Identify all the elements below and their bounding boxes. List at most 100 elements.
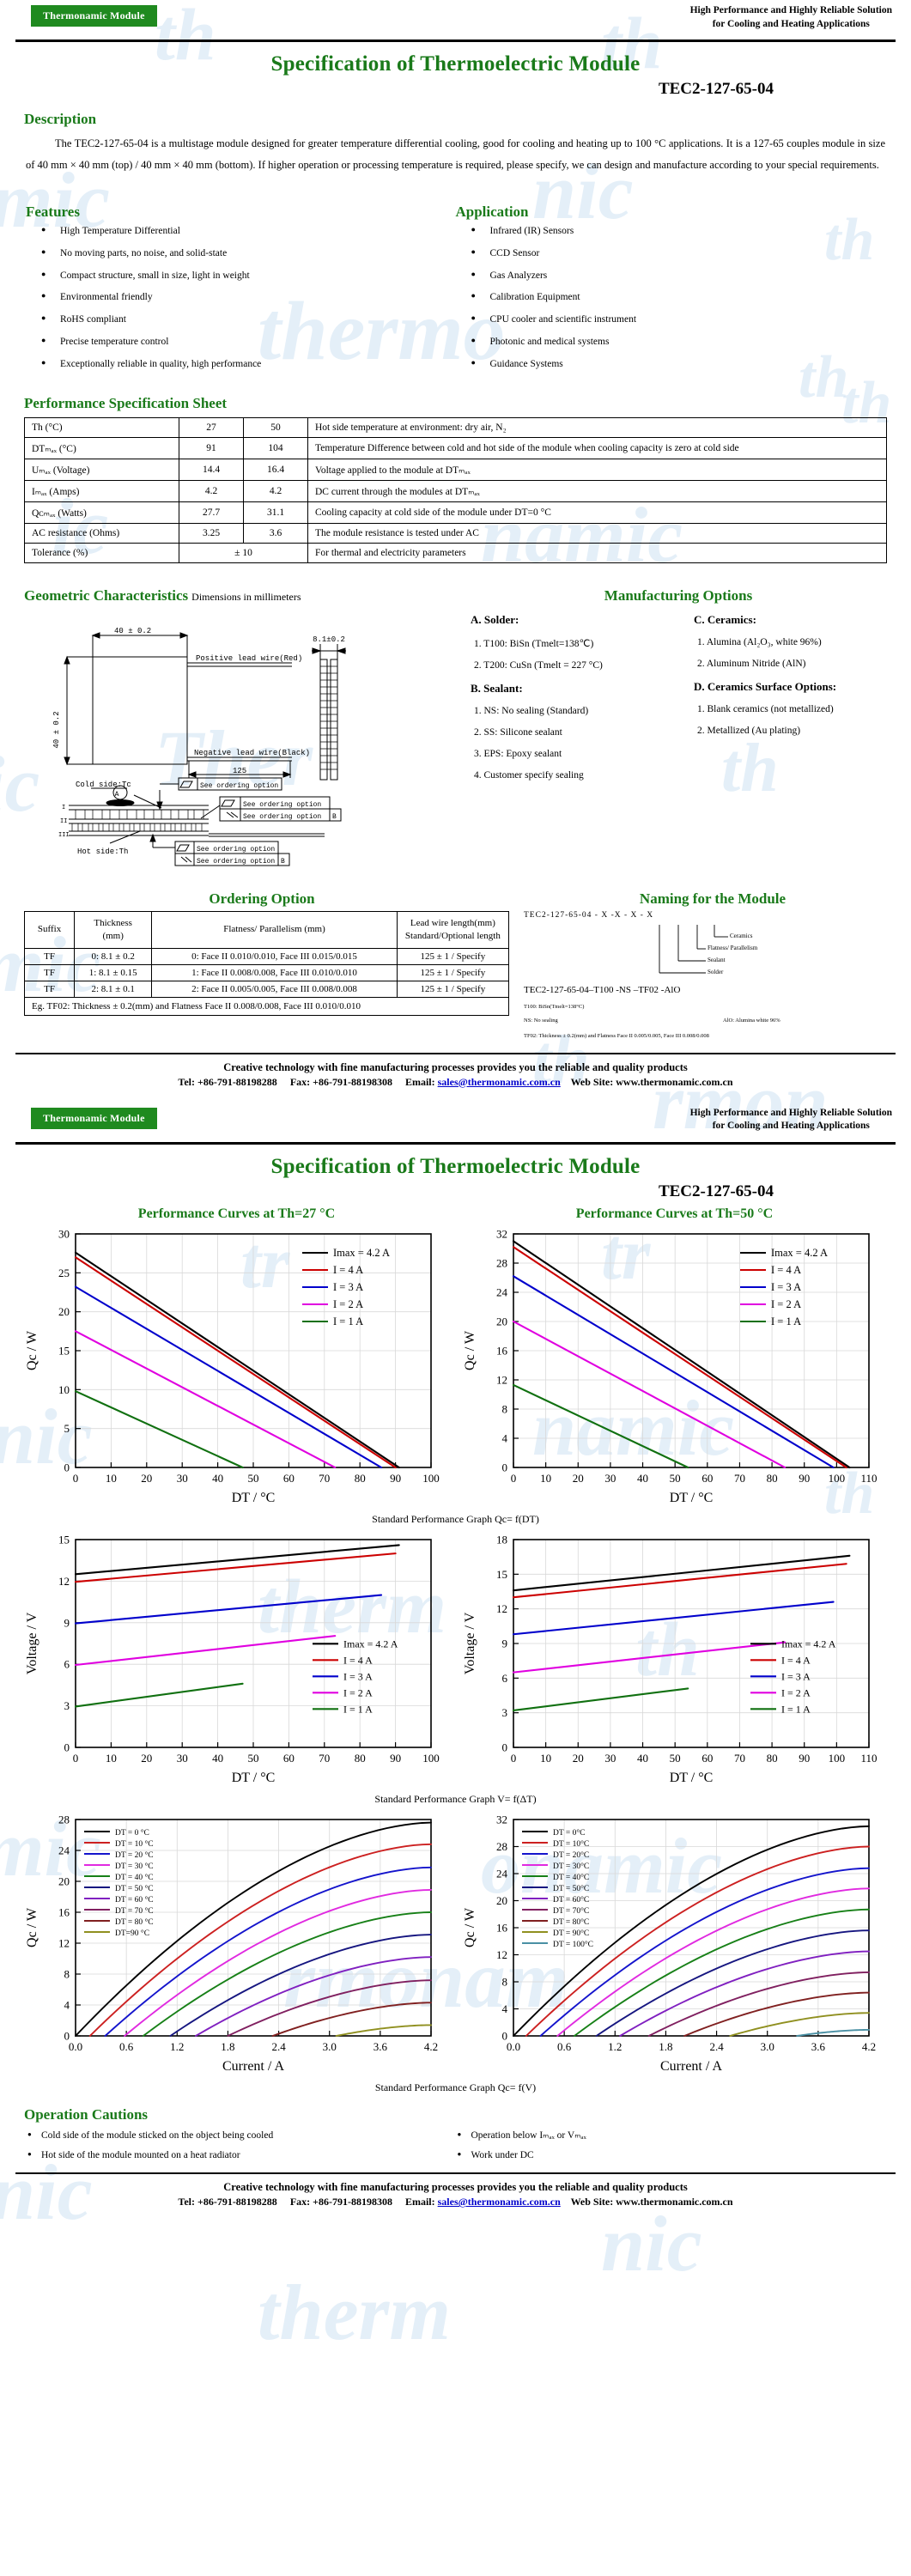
- hot-side-label: Hot side:Th: [77, 848, 128, 856]
- application-list: Infrared (IR) Sensors CCD Sensor Gas Analy…: [456, 225, 886, 371]
- svg-text:DT / °C: DT / °C: [669, 1491, 713, 1505]
- svg-text:20: 20: [572, 1752, 583, 1765]
- svg-text:90: 90: [799, 1752, 810, 1765]
- svg-text:Imax = 4.2 A: Imax = 4.2 A: [781, 1637, 836, 1649]
- spec-param: AC resistance (Ohms): [24, 522, 179, 544]
- spec-value-th50: 16.4: [243, 458, 308, 481]
- svg-text:30: 30: [58, 1227, 70, 1240]
- chart-canvas: 0 10 20 30 40 50 60 70 80 90 100 110 0 3 6 9 12 15 18 DT / …: [463, 1533, 878, 1785]
- svg-text:I = 1 A: I = 1 A: [771, 1315, 801, 1327]
- svg-text:32: 32: [496, 1813, 507, 1826]
- svg-text:20: 20: [141, 1752, 152, 1765]
- svg-text:40: 40: [637, 1752, 648, 1765]
- svg-text:0: 0: [64, 1741, 70, 1753]
- callout-b-label: B: [281, 858, 285, 866]
- svg-text:90: 90: [390, 1472, 401, 1485]
- svg-text:2.4: 2.4: [271, 2040, 286, 2053]
- ord-thickness: 1: 8.1 ± 0.15: [74, 964, 153, 982]
- svg-text:20: 20: [58, 1305, 70, 1318]
- footer-email-label: Email:: [404, 2196, 435, 2208]
- footer-email-link[interactable]: sales@thermonamic.com.cn: [437, 1075, 561, 1088]
- svg-text:100: 100: [422, 1472, 440, 1485]
- spec-description: Hot side temperature at environment: dry…: [307, 416, 887, 438]
- svg-text:18: 18: [496, 1533, 507, 1546]
- svg-text:15: 15: [58, 1344, 70, 1357]
- description-body: The TEC2-127-65-04 is a multistage modul…: [26, 137, 885, 171]
- table-row: TF 1: 8.1 ± 0.15 1: Face II 0.008/0.008, F…: [23, 964, 510, 982]
- chart-canvas: 0.0 0.6 1.2 1.8 2.4 3.0 3.6 4.2 0 4 8 12 16 20 24 28 32 C…: [463, 1813, 876, 2074]
- table-footer-row: Eg. TF02: Thickness ± 0.2(mm) and Flatne…: [24, 997, 509, 1017]
- svg-text:4: 4: [501, 2002, 507, 2015]
- svg-text:110: 110: [860, 1472, 877, 1485]
- chart-qc-dt-50: Performance Curves at Th=50 °C 0 10 20 30 40…: [460, 1201, 890, 1511]
- svg-text:10: 10: [540, 1752, 551, 1765]
- chart-qc-i-50: 0.0 0.6 1.2 1.8 2.4 3.0 3.6 4.2 0 4 8 12 16 20 24 28 32 C…: [460, 1809, 890, 2080]
- svg-text:4.2: 4.2: [423, 2040, 437, 2053]
- col-thickness: Thickness (mm): [74, 910, 153, 950]
- mfg-option: 2. SS: Silicone sealant: [474, 726, 562, 738]
- caption-qc-v: Standard Performance Graph Qc= f(V): [374, 2081, 537, 2093]
- footer-email-link[interactable]: sales@thermonamic.com.cn: [437, 2196, 561, 2208]
- watermark: therm: [258, 2269, 451, 2356]
- spec-description: For thermal and electricity parameters: [307, 542, 887, 563]
- cautions-right-list: Operation below Iₘₐₓ or Vₘₐₓ Work under D…: [456, 2130, 886, 2163]
- mfg-option: 4. Customer specify sealing: [474, 769, 584, 781]
- svg-text:12: 12: [496, 1373, 507, 1386]
- svg-text:20: 20: [496, 1315, 507, 1327]
- svg-text:90: 90: [390, 1752, 401, 1765]
- svg-text:20: 20: [572, 1472, 583, 1485]
- svg-text:40: 40: [637, 1472, 648, 1485]
- svg-text:25: 25: [58, 1266, 70, 1279]
- svg-text:80: 80: [766, 1752, 777, 1765]
- svg-text:1.2: 1.2: [608, 2040, 622, 2053]
- col-lead-l1: Lead wire length(mm): [410, 917, 495, 928]
- svg-text:50: 50: [247, 1752, 258, 1765]
- footer-contact: Tel: +86-791-88198288 Fax: +86-791-88198…: [0, 2196, 911, 2208]
- svg-text:Qc / W: Qc / W: [25, 1907, 39, 1947]
- svg-text:DT = 80 °C: DT = 80 °C: [115, 1917, 154, 1927]
- application-item: Guidance Systems: [456, 358, 886, 371]
- mfg-group-title: A. Solder:: [471, 612, 519, 626]
- col-suffix: Suffix: [23, 910, 76, 950]
- application-item: Infrared (IR) Sensors: [456, 225, 886, 238]
- svg-text:20: 20: [496, 1894, 507, 1907]
- svg-text:3.0: 3.0: [322, 2040, 336, 2053]
- svg-text:DT = 90°C: DT = 90°C: [553, 1929, 589, 1938]
- page-header-2: Thermonamic Module High Performance and …: [0, 1103, 911, 1142]
- chart-canvas: 0 10 20 30 40 50 60 70 80 90 100 0 5 10 15 20 25 30 DT / °…: [25, 1227, 440, 1505]
- ordering-heading: Ordering Option: [209, 890, 315, 907]
- footer-contact: Tel: +86-791-88198288 Fax: +86-791-88198…: [0, 1076, 911, 1089]
- chart-row-qc-dt: Performance Curves at Th=27 °C 0 10 20 30 40…: [0, 1201, 911, 1511]
- svg-text:12: 12: [58, 1936, 70, 1949]
- svg-text:0: 0: [501, 1741, 507, 1753]
- ordering-table: Suffix Thickness (mm) Flatness/ Parallel…: [23, 910, 510, 1017]
- svg-text:90: 90: [799, 1472, 810, 1485]
- svg-text:70: 70: [319, 1472, 330, 1485]
- callout-b-label: B: [332, 813, 337, 821]
- chart-title: Performance Curves at Th=27 °C: [137, 1206, 336, 1221]
- svg-text:DT = 80°C: DT = 80°C: [553, 1917, 589, 1927]
- chart-canvas: 0.0 0.6 1.2 1.8 2.4 3.0 3.6 4.2 0 4 8 12 16 20 24 28 Cur…: [25, 1813, 438, 2074]
- spec-description: Voltage applied to the module at DTₘₐₓ: [307, 458, 887, 481]
- page-title-2: Specification of Thermoelectric Module: [270, 1154, 641, 1178]
- col-thickness-l1: Thickness: [94, 917, 132, 928]
- mfg-option: 1. Alumina (Al₂O₃, white 96%): [697, 636, 822, 647]
- caution-item: Work under DC: [456, 2150, 886, 2162]
- model-number-2: TEC2-127-65-04: [658, 1182, 774, 1200]
- callout-label: See ordering option: [197, 858, 275, 866]
- col-flatness: Flatness/ Parallelism (mm): [151, 910, 398, 950]
- mfg-group-surface: D. Ceramics Surface Options: 1. Blank ce…: [694, 680, 902, 736]
- svg-text:Imax = 4.2 A: Imax = 4.2 A: [771, 1247, 828, 1259]
- application-heading: Application: [455, 204, 529, 220]
- header-tagline: High Performance and Highly Reliable Sol…: [690, 4, 892, 31]
- caption-v-dt: Standard Performance Graph V= f(ΔT): [374, 1792, 537, 1805]
- caution-item: Hot side of the module mounted on a heat…: [26, 2150, 456, 2162]
- tagline-line-1: High Performance and Highly Reliable Sol…: [689, 5, 892, 15]
- svg-text:DT = 10°C: DT = 10°C: [553, 1839, 589, 1849]
- svg-text:I = 3 A: I = 3 A: [781, 1670, 811, 1682]
- caution-item: Operation below Iₘₐₓ or Vₘₐₓ: [456, 2130, 886, 2142]
- svg-text:0.0: 0.0: [68, 2040, 82, 2053]
- svg-text:0: 0: [64, 2029, 70, 2042]
- spec-description: DC current through the modules at DTₘₐₓ: [307, 479, 887, 502]
- svg-text:8: 8: [501, 1402, 507, 1415]
